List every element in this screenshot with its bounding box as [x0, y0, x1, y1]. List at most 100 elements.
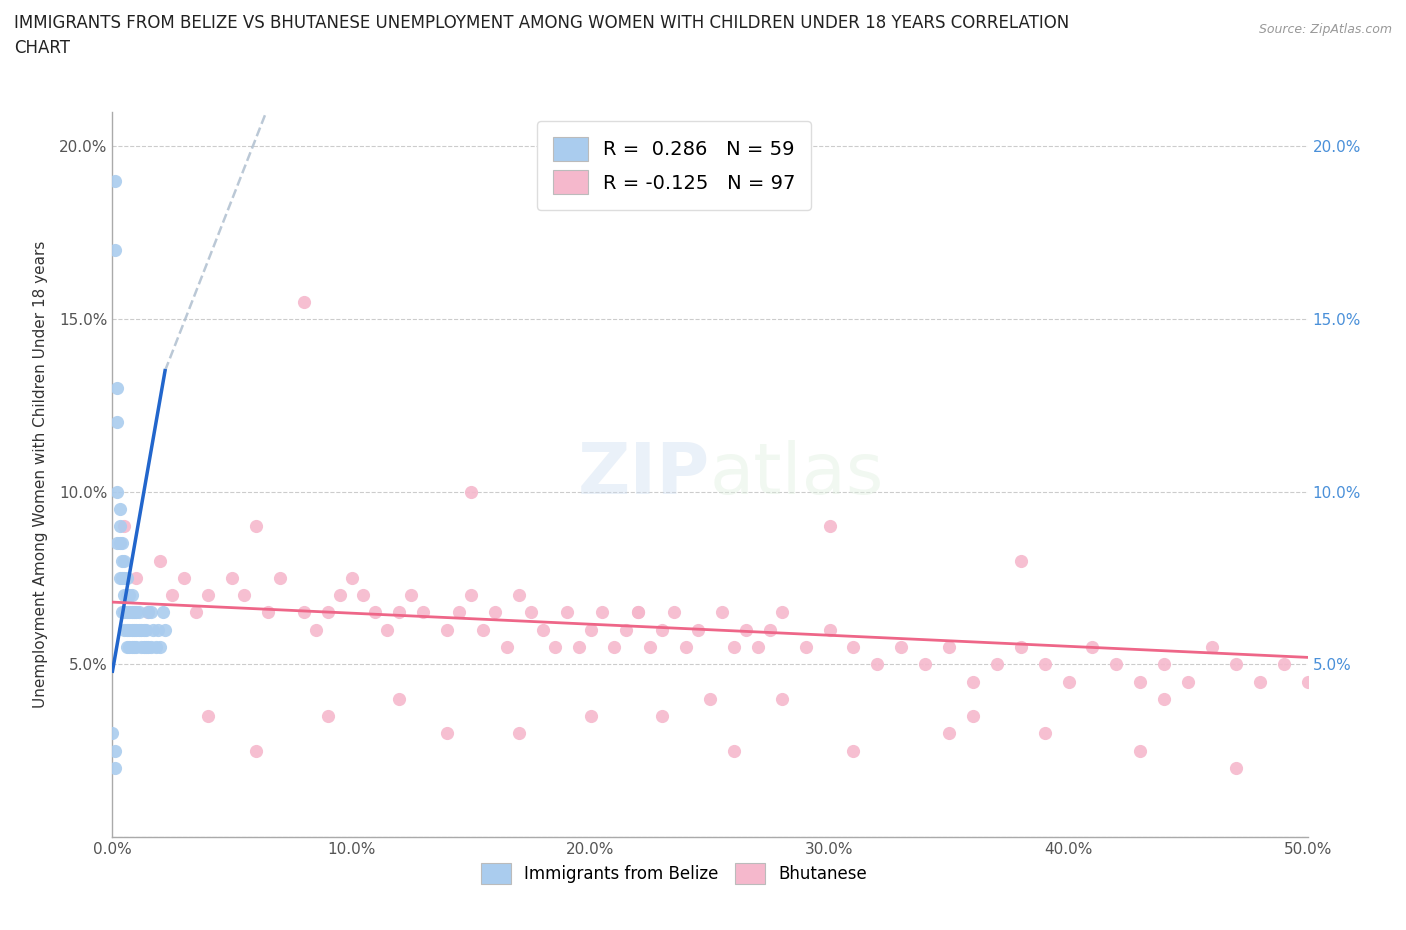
- Point: [436, 622, 458, 637]
- Point: [138, 640, 160, 655]
- Point: [1201, 640, 1223, 655]
- Point: [122, 640, 145, 655]
- Point: [292, 294, 315, 309]
- Text: CHART: CHART: [14, 39, 70, 57]
- Point: [1129, 674, 1152, 689]
- Point: [101, 726, 124, 741]
- Point: [364, 605, 387, 620]
- Point: [592, 605, 614, 620]
- Point: [114, 519, 135, 534]
- Point: [153, 622, 176, 637]
- Point: [1153, 691, 1175, 706]
- Point: [121, 605, 143, 620]
- Point: [138, 605, 160, 620]
- Point: [118, 605, 141, 620]
- Point: [329, 588, 352, 603]
- Point: [115, 570, 138, 585]
- Point: [640, 640, 662, 655]
- Point: [114, 553, 135, 568]
- Point: [723, 743, 745, 758]
- Point: [104, 743, 127, 758]
- Point: [543, 640, 565, 655]
- Legend: R =  0.286   N = 59, R = -0.125   N = 97: R = 0.286 N = 59, R = -0.125 N = 97: [537, 121, 811, 209]
- Point: [115, 640, 138, 655]
- Point: [142, 622, 165, 637]
- Point: [890, 640, 912, 655]
- Point: [129, 640, 152, 655]
- Point: [352, 588, 374, 603]
- Point: [651, 622, 673, 637]
- Point: [105, 485, 128, 499]
- Point: [132, 640, 155, 655]
- Point: [129, 622, 152, 637]
- Point: [122, 622, 145, 637]
- Point: [125, 622, 148, 637]
- Point: [316, 605, 339, 620]
- Point: [770, 605, 793, 620]
- Point: [111, 536, 134, 551]
- Point: [388, 605, 411, 620]
- Point: [114, 588, 135, 603]
- Point: [555, 605, 578, 620]
- Point: [111, 570, 134, 585]
- Point: [651, 709, 673, 724]
- Point: [292, 605, 315, 620]
- Point: [914, 657, 936, 671]
- Point: [1177, 674, 1199, 689]
- Point: [115, 605, 138, 620]
- Point: [146, 622, 169, 637]
- Point: [675, 640, 697, 655]
- Point: [245, 519, 267, 534]
- Point: [125, 640, 148, 655]
- Point: [111, 605, 134, 620]
- Point: [162, 588, 183, 603]
- Point: [496, 640, 519, 655]
- Point: [135, 622, 157, 637]
- Point: [759, 622, 782, 637]
- Point: [616, 622, 638, 637]
- Point: [316, 709, 339, 724]
- Point: [699, 691, 721, 706]
- Point: [1057, 674, 1080, 689]
- Point: [735, 622, 758, 637]
- Point: [121, 588, 143, 603]
- Point: [938, 726, 960, 741]
- Point: [1129, 743, 1152, 758]
- Point: [818, 519, 841, 534]
- Point: [104, 173, 127, 188]
- Point: [122, 605, 145, 620]
- Point: [818, 622, 841, 637]
- Point: [108, 536, 131, 551]
- Point: [173, 570, 195, 585]
- Point: [842, 640, 865, 655]
- Point: [139, 605, 162, 620]
- Point: [1249, 674, 1271, 689]
- Point: [962, 674, 984, 689]
- Point: [508, 588, 530, 603]
- Point: [115, 622, 138, 637]
- Point: [269, 570, 291, 585]
- Point: [688, 622, 710, 637]
- Point: [118, 640, 141, 655]
- Point: [508, 726, 530, 741]
- Point: [197, 709, 219, 724]
- Point: [305, 622, 328, 637]
- Point: [121, 622, 143, 637]
- Point: [723, 640, 745, 655]
- Point: [1225, 761, 1247, 776]
- Point: [104, 761, 127, 776]
- Point: [747, 640, 769, 655]
- Point: [986, 657, 1008, 671]
- Point: [1033, 726, 1056, 741]
- Point: [114, 570, 135, 585]
- Point: [1153, 657, 1175, 671]
- Point: [114, 605, 135, 620]
- Point: [627, 605, 650, 620]
- Point: [135, 640, 157, 655]
- Point: [484, 605, 506, 620]
- Point: [149, 640, 172, 655]
- Point: [603, 640, 626, 655]
- Point: [866, 657, 889, 671]
- Point: [105, 380, 128, 395]
- Point: [1225, 657, 1247, 671]
